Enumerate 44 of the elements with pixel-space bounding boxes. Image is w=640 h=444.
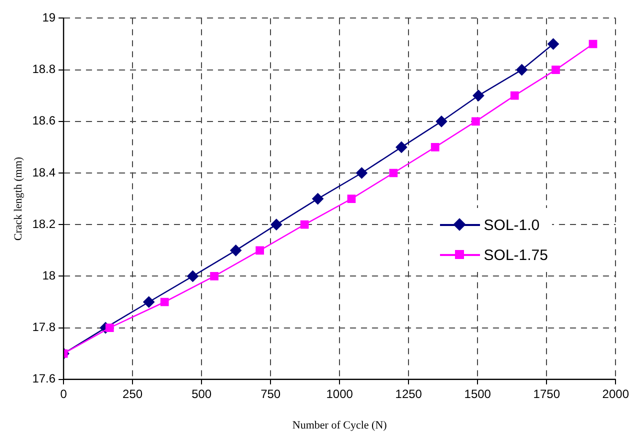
point [347,194,356,203]
x-tick-label: 1250 [395,386,422,401]
y-tick-label: 17.6 [32,372,56,386]
x-tick-label: 0 [60,386,68,401]
point [160,298,169,306]
legend-label: SOL-1.75 [484,246,548,264]
y-tick-label: 18.4 [32,165,56,180]
point [472,90,484,102]
x-tick-label: 1000 [326,386,354,401]
point [312,193,324,204]
point [270,218,282,230]
y-tick-label: 18 [42,268,56,283]
point [516,64,528,76]
point [430,143,440,152]
point [210,272,218,280]
point [230,244,242,256]
x-tick-label: 250 [122,386,143,401]
point [472,117,480,126]
point [300,220,309,229]
point [256,246,264,255]
point [510,91,519,100]
y-tick-label: 17.8 [32,320,56,334]
x-tick-label: 500 [192,386,212,401]
point [588,40,598,48]
point [187,270,198,282]
y-tick-label: 19 [42,10,56,25]
legend-label: SOL-1.0 [484,216,540,234]
point [548,38,559,50]
point [396,142,408,153]
point [436,116,448,128]
x-tick-label: 1750 [533,386,560,401]
point [389,168,398,178]
x-tick-label: 1500 [464,386,492,401]
point [143,296,155,308]
y-tick-label: 18.2 [32,216,56,231]
y-tick-label: 18.8 [32,62,56,76]
x-tick-label: 750 [260,386,281,401]
point [105,324,114,332]
point [552,66,560,74]
y-tick-label: 18.6 [32,114,56,128]
point [356,167,368,179]
y-axis-title: Crack length (mm) [12,156,24,241]
x-axis-title: Number of Cycle (N) [292,419,388,432]
x-tick-label: 2000 [602,386,630,401]
